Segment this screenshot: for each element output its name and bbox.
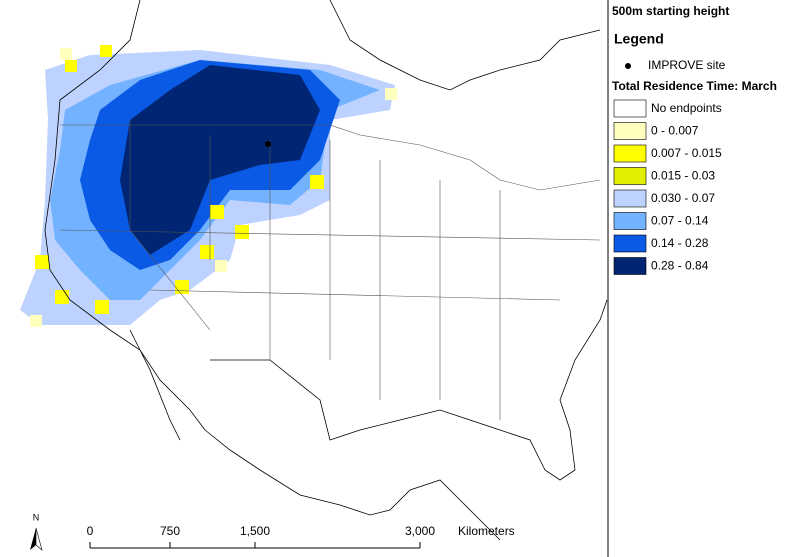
scale-bar bbox=[89, 542, 421, 549]
legend-swatch bbox=[613, 99, 647, 118]
site-marker bbox=[265, 141, 271, 147]
map bbox=[20, 0, 608, 541]
legend-title: Legend bbox=[614, 31, 664, 47]
legend-label: 0.14 - 0.28 bbox=[651, 236, 709, 250]
legend-classes: No endpoints 0 - 0.007 0.007 - 0.015 0.015 … bbox=[613, 99, 722, 275]
legend-swatch bbox=[613, 257, 647, 275]
legend-label: 0 - 0.007 bbox=[651, 124, 699, 138]
site-symbol bbox=[625, 63, 631, 69]
legend-label: 0.030 - 0.07 bbox=[651, 191, 715, 205]
legend-swatch bbox=[613, 167, 647, 185]
scale-label: 1,500 bbox=[240, 524, 270, 538]
scale-label: 0 bbox=[87, 524, 94, 538]
legend-swatch bbox=[613, 212, 647, 230]
residence-title: Total Residence Time: March bbox=[612, 79, 777, 93]
legend-label: 0.015 - 0.03 bbox=[651, 169, 715, 183]
scale-unit: Kilometers bbox=[458, 524, 515, 538]
map-title: 500m starting height bbox=[612, 4, 729, 18]
north-arrow bbox=[30, 528, 36, 550]
legend-label: No endpoints bbox=[651, 101, 722, 115]
legend-swatch bbox=[613, 189, 647, 208]
legend-label: 0.28 - 0.84 bbox=[651, 259, 709, 273]
legend-label: 0.007 - 0.015 bbox=[651, 146, 722, 160]
north-arrow bbox=[35, 527, 43, 551]
site-label: IMPROVE site bbox=[648, 58, 726, 72]
north-label: N bbox=[33, 512, 40, 522]
legend-swatch bbox=[613, 234, 647, 253]
legend-swatch bbox=[613, 122, 647, 140]
legend-label: 0.07 - 0.14 bbox=[651, 214, 709, 228]
scale-label: 3,000 bbox=[405, 524, 435, 538]
legend-swatch bbox=[613, 144, 647, 163]
scale-label: 750 bbox=[160, 524, 180, 538]
